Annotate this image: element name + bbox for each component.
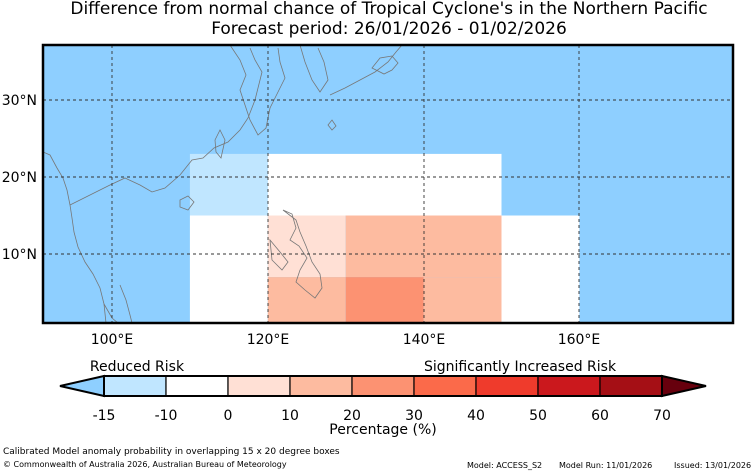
lon-tick-label: 140°E bbox=[403, 332, 446, 348]
coastline-japan bbox=[327, 45, 403, 131]
lat-tick-label: 10°N bbox=[2, 247, 37, 263]
lon-tick-label: 160°E bbox=[558, 332, 601, 348]
colorbar-segment bbox=[475, 375, 539, 397]
probability-cell bbox=[189, 153, 268, 216]
colorbar-segment bbox=[351, 375, 415, 397]
footer-description: Calibrated Model anomaly probability in … bbox=[3, 447, 340, 457]
colorbar-tick-label: -15 bbox=[93, 408, 116, 424]
colorbar-segment bbox=[165, 375, 229, 397]
reduced-risk-label: Reduced Risk bbox=[90, 359, 185, 375]
colorbar-segments bbox=[103, 375, 663, 397]
coastline-korea bbox=[299, 45, 329, 93]
colorbar-tick-label: 10 bbox=[281, 408, 299, 424]
colorbar-tick-label: 20 bbox=[343, 408, 361, 424]
coastline-taiwan bbox=[214, 129, 226, 159]
probability-cell bbox=[423, 277, 502, 323]
footer-model-run: Model Run: 11/01/2026 bbox=[559, 461, 653, 470]
colorbar-tick-label: 0 bbox=[224, 408, 233, 424]
colorbar-tick-label: 30 bbox=[405, 408, 423, 424]
lon-tick-label: 100°E bbox=[91, 332, 134, 348]
chart-title: Difference from normal chance of Tropica… bbox=[70, 0, 708, 19]
coastline-china bbox=[43, 45, 286, 323]
colorbar-segment bbox=[289, 375, 353, 397]
gridlines bbox=[43, 45, 733, 323]
colorbar-tick-label: 60 bbox=[591, 408, 609, 424]
colorbar-under-triangle bbox=[59, 374, 105, 398]
lon-tick-label: 120°E bbox=[247, 332, 290, 348]
coastline-hainan bbox=[179, 195, 195, 211]
probability-cell bbox=[345, 277, 424, 323]
map-panel bbox=[41, 43, 735, 325]
colorbar-tick-label: -10 bbox=[155, 408, 178, 424]
probability-cell bbox=[267, 153, 502, 216]
footer-copyright: © Commonwealth of Australia 2026, Austra… bbox=[3, 460, 287, 469]
colorbar-segment bbox=[413, 375, 477, 397]
colorbar-over-triangle bbox=[661, 374, 707, 398]
colorbar-tick-label: 40 bbox=[467, 408, 485, 424]
footer-issued: Issued: 13/01/2026 bbox=[674, 461, 752, 470]
lat-tick-label: 30°N bbox=[2, 93, 37, 109]
probability-cell bbox=[501, 215, 580, 323]
colorbar-tick-label: 50 bbox=[529, 408, 547, 424]
probability-cell bbox=[267, 215, 346, 278]
colorbar-frame bbox=[103, 375, 663, 397]
colorbar-segment bbox=[537, 375, 601, 397]
axis-labels: 100°E 120°E 140°E 160°E 30°N 20°N 10°N bbox=[2, 93, 601, 348]
probability-cell bbox=[189, 215, 268, 323]
colorbar-segment bbox=[103, 375, 167, 397]
probability-cells bbox=[189, 153, 580, 323]
colorbar-axis-label: Percentage (%) bbox=[329, 422, 436, 438]
colorbar: Reduced Risk Significantly Increased Ris… bbox=[59, 359, 707, 438]
footer-model: Model: ACCESS_S2 bbox=[467, 461, 543, 470]
probability-cell bbox=[267, 277, 346, 323]
map-border bbox=[41, 43, 735, 325]
forecast-period: Forecast period: 26/01/2026 - 01/02/2026 bbox=[211, 19, 567, 39]
colorbar-segment bbox=[599, 375, 663, 397]
colorbar-segment bbox=[227, 375, 291, 397]
colorbar-ticks: -15 -10 0 10 20 30 40 50 60 70 bbox=[93, 408, 671, 424]
increased-risk-label: Significantly Increased Risk bbox=[424, 359, 617, 375]
colorbar-tick-label: 70 bbox=[653, 408, 671, 424]
lat-tick-label: 20°N bbox=[2, 170, 37, 186]
coastline-philippines bbox=[269, 209, 323, 299]
